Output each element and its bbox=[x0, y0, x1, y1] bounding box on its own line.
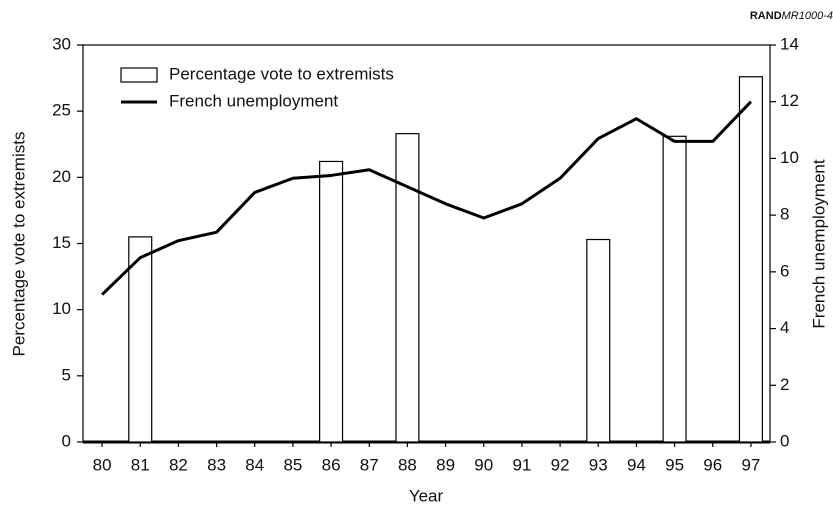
y2-tick-label: 8 bbox=[780, 205, 789, 224]
x-tick-label: 87 bbox=[360, 455, 379, 474]
source-note: RANDMR1000-4 bbox=[750, 10, 833, 22]
x-tick-label: 82 bbox=[169, 455, 188, 474]
x-tick-label: 81 bbox=[131, 455, 150, 474]
x-tick-label: 86 bbox=[322, 455, 341, 474]
x-tick-label: 83 bbox=[207, 455, 226, 474]
y2-tick-label: 14 bbox=[780, 34, 799, 53]
line bbox=[101, 100, 752, 296]
x-tick-label: 85 bbox=[283, 455, 302, 474]
x-tick-label: 93 bbox=[589, 455, 608, 474]
y2-tick-label: 0 bbox=[780, 431, 789, 450]
y-tick-label: 0 bbox=[62, 431, 71, 450]
y-tick-label: 20 bbox=[52, 167, 71, 186]
bar bbox=[662, 135, 687, 443]
x-tick-label: 97 bbox=[741, 455, 760, 474]
source-org: RAND bbox=[750, 10, 782, 22]
bar bbox=[395, 133, 420, 443]
legend-label: French unemployment bbox=[169, 91, 338, 110]
bar bbox=[319, 160, 344, 443]
bar bbox=[738, 76, 763, 443]
y-tick-label: 25 bbox=[52, 101, 71, 120]
x-tick-label: 91 bbox=[512, 455, 531, 474]
x-tick-label: 92 bbox=[551, 455, 570, 474]
y2-tick-label: 4 bbox=[780, 318, 789, 337]
y-tick-label: 5 bbox=[62, 365, 71, 384]
x-tick-label: 84 bbox=[245, 455, 264, 474]
x-tick-label: 95 bbox=[665, 455, 684, 474]
x-tick-label: 89 bbox=[436, 455, 455, 474]
x-tick-label: 80 bbox=[93, 455, 112, 474]
bar bbox=[586, 238, 611, 443]
x-tick-label: 90 bbox=[474, 455, 493, 474]
y2-tick-label: 6 bbox=[780, 261, 789, 280]
y2-axis-title: French unemployment bbox=[809, 159, 828, 328]
y-axis-title: Percentage vote to extremists bbox=[9, 132, 28, 357]
x-tick-label: 88 bbox=[398, 455, 417, 474]
x-tick-label: 96 bbox=[703, 455, 722, 474]
x-axis-title: Year bbox=[409, 486, 444, 505]
legend-swatch bbox=[120, 67, 158, 83]
legend-label: Percentage vote to extremists bbox=[169, 64, 394, 83]
x-tick-label: 94 bbox=[627, 455, 646, 474]
y-tick-label: 30 bbox=[52, 34, 71, 53]
y2-tick-label: 2 bbox=[780, 375, 789, 394]
source-id: MR1000-4 bbox=[782, 10, 833, 22]
bar bbox=[128, 236, 153, 443]
y-tick-label: 10 bbox=[52, 299, 71, 318]
y2-tick-label: 12 bbox=[780, 91, 799, 110]
y2-tick-label: 10 bbox=[780, 148, 799, 167]
y-tick-label: 15 bbox=[52, 233, 71, 252]
